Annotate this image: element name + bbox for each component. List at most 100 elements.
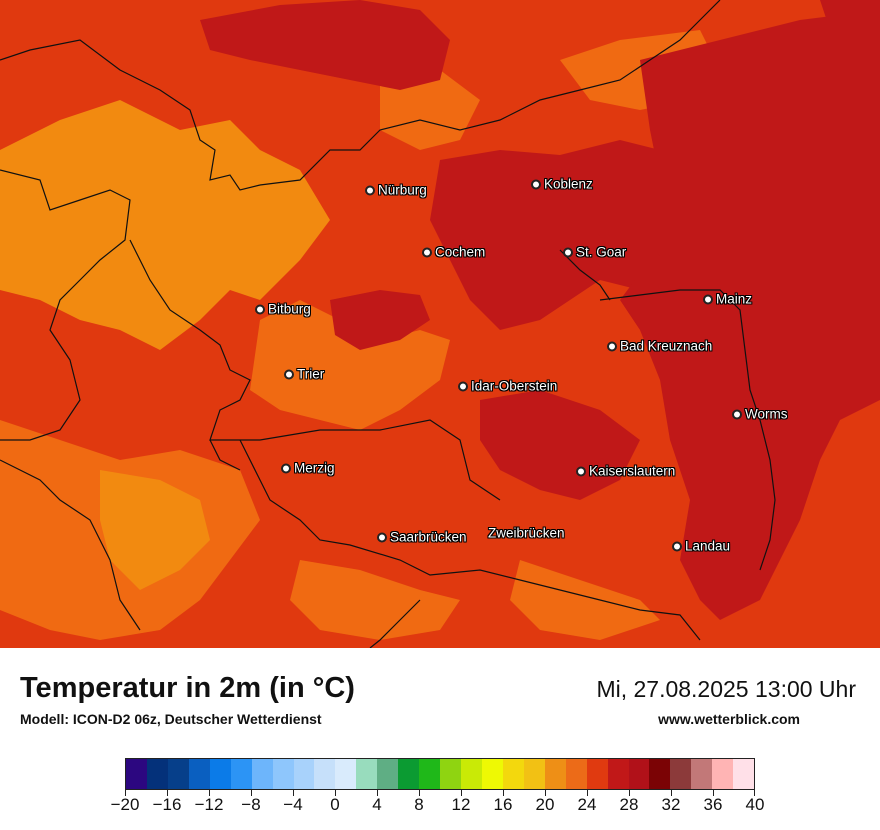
colorbar-tick <box>503 790 504 796</box>
colorbar-tick <box>713 790 714 796</box>
city-marker: Landau <box>672 539 730 554</box>
colorbar-segment <box>272 759 294 789</box>
colorbar-tick-label: 36 <box>703 795 723 814</box>
colorbar-segment <box>314 759 336 789</box>
colorbar-segment <box>586 759 608 789</box>
colorbar-tick-label: 4 <box>372 795 382 814</box>
colorbar-tick <box>125 790 126 796</box>
colorbar-tick-label: −4 <box>283 795 303 814</box>
colorbar-segment <box>649 759 671 789</box>
colorbar-segment <box>419 759 441 789</box>
city-marker: Bitburg <box>255 302 311 317</box>
colorbar-segment <box>502 759 524 789</box>
colorbar-tick <box>545 790 546 796</box>
colorbar-segment <box>293 759 315 789</box>
city-marker: Koblenz <box>531 177 593 192</box>
colorbar-segment <box>209 759 231 789</box>
city-label: Zweibrücken <box>488 525 565 541</box>
warm-areas <box>200 0 880 620</box>
colorbar-tick-label: −8 <box>241 795 261 814</box>
colorbar-tick <box>167 790 168 796</box>
city-dot-icon <box>458 381 468 391</box>
temperature-map: Nürburg Koblenz Cochem St. Goar Mainz Bi… <box>0 0 880 648</box>
city-marker: Merzig <box>281 461 335 476</box>
colorbar-tick-label: 32 <box>661 795 681 814</box>
city-dot-icon <box>284 369 294 379</box>
colorbar-tick-label: 20 <box>535 795 555 814</box>
colorbar-tick-label: 12 <box>451 795 471 814</box>
colorbar-segment <box>607 759 629 789</box>
city-marker: Nürburg <box>365 183 427 198</box>
colorbar-ticks: −20 −16 −12 −8 −4 0 4 8 12 16 20 24 28 32 36 40 <box>111 790 764 820</box>
map-title: Temperatur in 2m (in °C) <box>20 672 355 704</box>
city-dot-icon <box>281 463 291 473</box>
colorbar-tick-label: −12 <box>194 795 224 814</box>
city-marker: Mainz <box>703 292 752 307</box>
colorbar-tick <box>461 790 462 796</box>
colorbar-tick <box>629 790 630 796</box>
city-marker: Trier <box>284 367 324 382</box>
colorbar-segment <box>733 759 755 789</box>
colorbar-tick <box>754 790 755 796</box>
colorbar-tick-label: 8 <box>414 795 424 814</box>
colorbar-tick-label: 24 <box>577 795 597 814</box>
colorbar-tick-label: 16 <box>493 795 513 814</box>
colorbar-segment <box>398 759 420 789</box>
colorbar-tick <box>419 790 420 796</box>
border-lines <box>0 0 776 648</box>
colorbar-segment <box>523 759 545 789</box>
city-marker: Cochem <box>422 245 485 260</box>
city-marker: Saarbrücken <box>377 530 467 545</box>
colorbar-segment <box>377 759 399 789</box>
city-dot-icon <box>576 466 586 476</box>
colorbar-segment <box>691 759 713 789</box>
colorbar-tick <box>671 790 672 796</box>
colorbar-tick-label: 28 <box>619 795 639 814</box>
colorbar-segment <box>126 759 147 789</box>
city-dot-icon <box>377 532 387 542</box>
colorbar-segment <box>167 759 189 789</box>
temperature-field <box>0 0 880 648</box>
colorbar-tick <box>251 790 252 796</box>
colorbar-segment <box>544 759 566 789</box>
colorbar-segment <box>188 759 210 789</box>
city-marker: Kaiserslautern <box>576 464 675 479</box>
website-link[interactable]: www.wetterblick.com <box>658 711 800 727</box>
colorbar-segment <box>461 759 482 789</box>
city-dot-icon <box>732 409 742 419</box>
colorbar-segment <box>440 759 461 789</box>
map-footer: Temperatur in 2m (in °C) Modell: ICON-D2… <box>0 648 880 830</box>
city-marker: St. Goar <box>563 245 626 260</box>
city-dot-icon <box>422 247 432 257</box>
colorbar-segment <box>356 759 378 789</box>
colorbar-tick <box>587 790 588 796</box>
city-dot-icon <box>255 304 265 314</box>
colorbar-tick <box>335 790 336 796</box>
colorbar-segment <box>146 759 168 789</box>
colorbar-segment <box>335 759 357 789</box>
colorbar-segment <box>230 759 252 789</box>
city-marker: Bad Kreuznach <box>607 339 712 354</box>
colorbar-tick-label: 40 <box>745 795 765 814</box>
city-dot-icon <box>607 341 617 351</box>
city-dot-icon <box>531 179 541 189</box>
model-subtitle: Modell: ICON-D2 06z, Deutscher Wetterdie… <box>20 711 322 727</box>
colorbar-tick-label: 0 <box>330 795 340 814</box>
city-dot-icon <box>672 541 682 551</box>
city-marker: Idar-Oberstein <box>458 379 557 394</box>
colorbar-segment <box>565 759 587 789</box>
forecast-datetime: Mi, 27.08.2025 13:00 Uhr <box>596 676 856 702</box>
colorbar-segment <box>712 759 734 789</box>
colorbar-segment <box>481 759 503 789</box>
colorbar-segment <box>670 759 692 789</box>
temperature-colorbar <box>125 758 755 790</box>
colorbar-tick-label: −20 <box>110 795 140 814</box>
city-marker: Worms <box>732 407 788 422</box>
colorbar-tick <box>377 790 378 796</box>
city-dot-icon <box>563 247 573 257</box>
colorbar-segment <box>251 759 273 789</box>
colorbar-tick <box>209 790 210 796</box>
colorbar-tick <box>293 790 294 796</box>
city-dot-icon <box>365 185 375 195</box>
colorbar-tick-label: −16 <box>152 795 182 814</box>
